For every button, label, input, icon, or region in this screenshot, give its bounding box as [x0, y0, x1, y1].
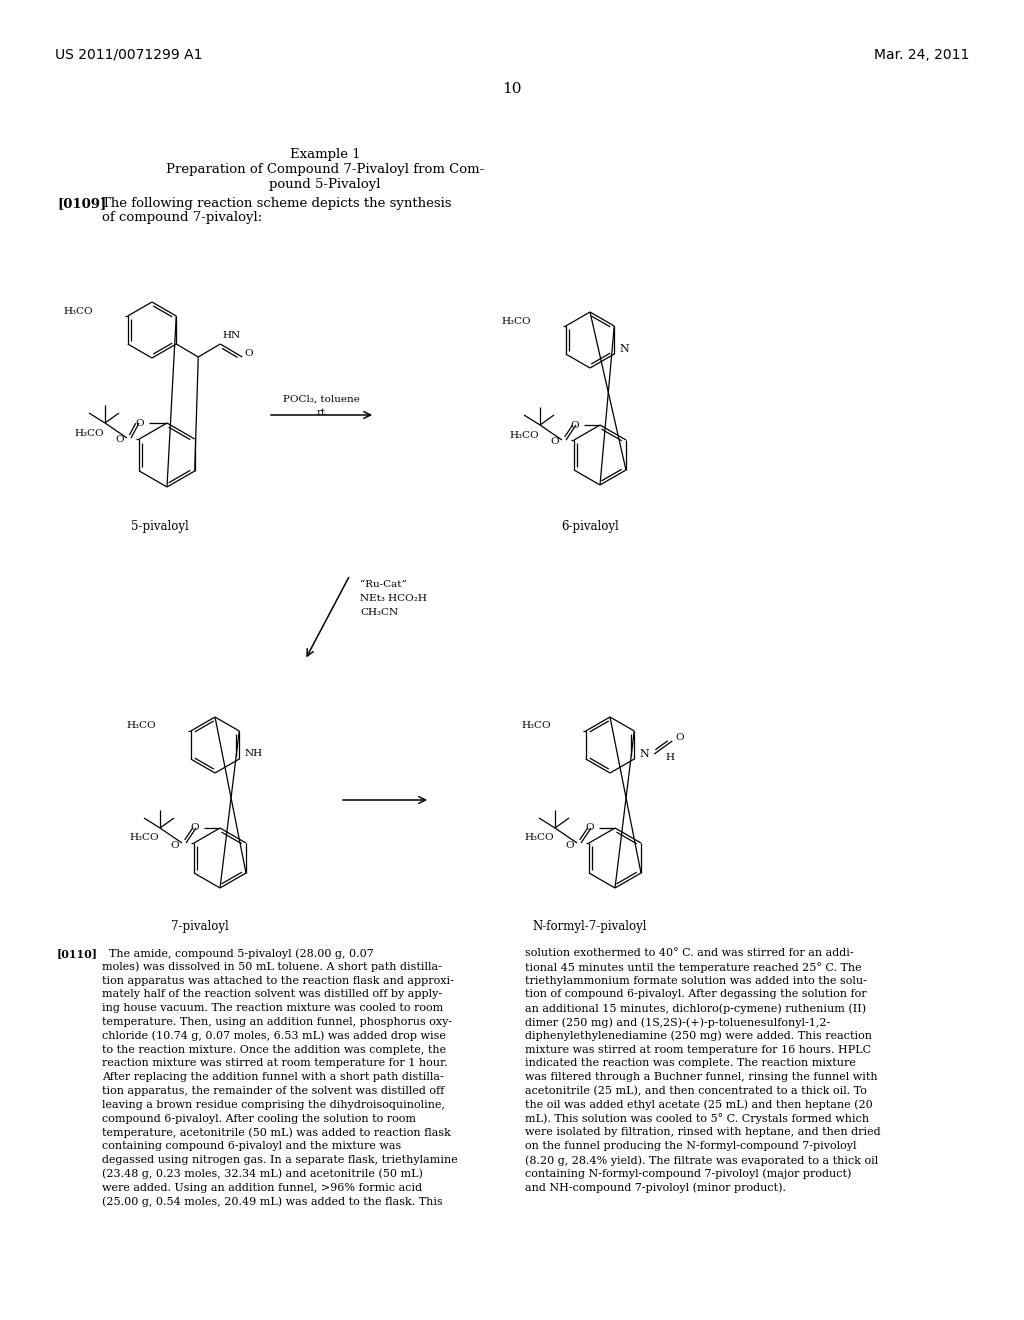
Text: chloride (10.74 g, 0.07 moles, 6.53 mL) was added drop wise: chloride (10.74 g, 0.07 moles, 6.53 mL) …: [102, 1031, 445, 1041]
Text: The amide, compound 5-pivaloyl (28.00 g, 0.07: The amide, compound 5-pivaloyl (28.00 g,…: [102, 948, 374, 958]
Text: N-formyl-7-pivaloyl: N-formyl-7-pivaloyl: [532, 920, 647, 933]
Text: NH: NH: [245, 750, 262, 759]
Text: H₃CO: H₃CO: [521, 722, 551, 730]
Text: pound 5-Pivaloyl: pound 5-Pivaloyl: [269, 178, 381, 191]
Text: tion apparatus, the remainder of the solvent was distilled off: tion apparatus, the remainder of the sol…: [102, 1086, 444, 1096]
Text: indicated the reaction was complete. The reaction mixture: indicated the reaction was complete. The…: [525, 1059, 856, 1068]
Text: O: O: [675, 734, 684, 742]
Text: H₃CO: H₃CO: [126, 722, 156, 730]
Text: containing N-formyl-compound 7-pivoloyl (major product): containing N-formyl-compound 7-pivoloyl …: [525, 1168, 851, 1179]
Text: [0110]: [0110]: [57, 948, 98, 960]
Text: Mar. 24, 2011: Mar. 24, 2011: [873, 48, 969, 62]
Text: O: O: [565, 841, 574, 850]
Text: O: O: [586, 824, 594, 833]
Text: US 2011/0071299 A1: US 2011/0071299 A1: [55, 48, 203, 62]
Text: H₃CO: H₃CO: [63, 306, 93, 315]
Text: moles) was dissolved in 50 mL toluene. A short path distilla-: moles) was dissolved in 50 mL toluene. A…: [102, 962, 442, 973]
Text: tion apparatus was attached to the reaction flask and approxi-: tion apparatus was attached to the react…: [102, 975, 454, 986]
Text: acetonitrile (25 mL), and then concentrated to a thick oil. To: acetonitrile (25 mL), and then concentra…: [525, 1086, 867, 1097]
Text: leaving a brown residue comprising the dihydroisoquinoline,: leaving a brown residue comprising the d…: [102, 1100, 445, 1110]
Text: O: O: [245, 348, 253, 358]
Text: H₃CO: H₃CO: [524, 833, 554, 842]
Text: N: N: [639, 748, 649, 759]
Text: solution exothermed to 40° C. and was stirred for an addi-: solution exothermed to 40° C. and was st…: [525, 948, 854, 958]
Text: H: H: [666, 752, 675, 762]
Text: CH₃CN: CH₃CN: [360, 609, 398, 616]
Text: temperature. Then, using an addition funnel, phosphorus oxy-: temperature. Then, using an addition fun…: [102, 1016, 453, 1027]
Text: O: O: [190, 824, 199, 833]
Text: the oil was added ethyl acetate (25 mL) and then heptane (20: the oil was added ethyl acetate (25 mL) …: [525, 1100, 872, 1110]
Text: HN: HN: [222, 331, 241, 341]
Text: Preparation of Compound 7-Pivaloyl from Com-: Preparation of Compound 7-Pivaloyl from …: [166, 162, 484, 176]
Text: were isolated by filtration, rinsed with heptane, and then dried: were isolated by filtration, rinsed with…: [525, 1127, 881, 1138]
Text: 6-pivaloyl: 6-pivaloyl: [561, 520, 618, 533]
Text: degassed using nitrogen gas. In a separate flask, triethylamine: degassed using nitrogen gas. In a separa…: [102, 1155, 458, 1166]
Text: H₃CO: H₃CO: [75, 429, 104, 438]
Text: were added. Using an addition funnel, >96% formic acid: were added. Using an addition funnel, >9…: [102, 1183, 422, 1192]
Text: O: O: [116, 436, 124, 445]
Text: H₃CO: H₃CO: [129, 833, 159, 842]
Text: H₃CO: H₃CO: [501, 317, 530, 326]
Text: rt: rt: [316, 408, 326, 417]
Text: (23.48 g, 0.23 moles, 32.34 mL) and acetonitrile (50 mL): (23.48 g, 0.23 moles, 32.34 mL) and acet…: [102, 1168, 423, 1179]
Text: 10: 10: [502, 82, 522, 96]
Text: NEt₃ HCO₂H: NEt₃ HCO₂H: [360, 594, 427, 603]
Text: The following reaction scheme depicts the synthesis: The following reaction scheme depicts th…: [102, 197, 452, 210]
Text: of compound 7-pivaloyl:: of compound 7-pivaloyl:: [102, 211, 262, 224]
Text: O: O: [570, 421, 579, 429]
Text: Example 1: Example 1: [290, 148, 360, 161]
Text: 5-pivaloyl: 5-pivaloyl: [131, 520, 188, 533]
Text: After replacing the addition funnel with a short path distilla-: After replacing the addition funnel with…: [102, 1072, 443, 1082]
Text: POCl₃, toluene: POCl₃, toluene: [283, 395, 359, 404]
Text: “Ru-Cat”: “Ru-Cat”: [360, 579, 407, 589]
Text: tion of compound 6-pivaloyl. After degassing the solution for: tion of compound 6-pivaloyl. After degas…: [525, 990, 866, 999]
Text: O: O: [135, 418, 144, 428]
Text: O: O: [170, 841, 179, 850]
Text: O: O: [550, 437, 559, 446]
Text: mixture was stirred at room temperature for 16 hours. HPLC: mixture was stirred at room temperature …: [525, 1044, 871, 1055]
Text: mately half of the reaction solvent was distilled off by apply-: mately half of the reaction solvent was …: [102, 990, 442, 999]
Text: tional 45 minutes until the temperature reached 25° C. The: tional 45 minutes until the temperature …: [525, 962, 861, 973]
Text: 7-pivaloyl: 7-pivaloyl: [171, 920, 229, 933]
Text: N: N: [620, 345, 629, 354]
Text: triethylammonium formate solution was added into the solu-: triethylammonium formate solution was ad…: [525, 975, 867, 986]
Text: diphenylethylenediamine (250 mg) were added. This reaction: diphenylethylenediamine (250 mg) were ad…: [525, 1031, 872, 1041]
Text: to the reaction mixture. Once the addition was complete, the: to the reaction mixture. Once the additi…: [102, 1044, 446, 1055]
Text: containing compound 6-pivaloyl and the mixture was: containing compound 6-pivaloyl and the m…: [102, 1142, 401, 1151]
Text: mL). This solution was cooled to 5° C. Crystals formed which: mL). This solution was cooled to 5° C. C…: [525, 1114, 869, 1125]
Text: dimer (250 mg) and (1S,2S)-(+)-p-toluenesulfonyl-1,2-: dimer (250 mg) and (1S,2S)-(+)-p-toluene…: [525, 1016, 830, 1027]
Text: [0109]: [0109]: [57, 197, 106, 210]
Text: (25.00 g, 0.54 moles, 20.49 mL) was added to the flask. This: (25.00 g, 0.54 moles, 20.49 mL) was adde…: [102, 1196, 442, 1206]
Text: an additional 15 minutes, dichloro(p-cymene) ruthenium (II): an additional 15 minutes, dichloro(p-cym…: [525, 1003, 866, 1014]
Text: reaction mixture was stirred at room temperature for 1 hour.: reaction mixture was stirred at room tem…: [102, 1059, 447, 1068]
Text: temperature, acetonitrile (50 mL) was added to reaction flask: temperature, acetonitrile (50 mL) was ad…: [102, 1127, 451, 1138]
Text: on the funnel producing the N-formyl-compound 7-pivoloyl: on the funnel producing the N-formyl-com…: [525, 1142, 856, 1151]
Text: (8.20 g, 28.4% yield). The filtrate was evaporated to a thick oil: (8.20 g, 28.4% yield). The filtrate was …: [525, 1155, 879, 1166]
Text: and NH-compound 7-pivoloyl (minor product).: and NH-compound 7-pivoloyl (minor produc…: [525, 1183, 786, 1193]
Text: was filtered through a Buchner funnel, rinsing the funnel with: was filtered through a Buchner funnel, r…: [525, 1072, 878, 1082]
Text: compound 6-pivaloyl. After cooling the solution to room: compound 6-pivaloyl. After cooling the s…: [102, 1114, 416, 1123]
Text: H₃CO: H₃CO: [509, 430, 539, 440]
Text: ing house vacuum. The reaction mixture was cooled to room: ing house vacuum. The reaction mixture w…: [102, 1003, 443, 1014]
